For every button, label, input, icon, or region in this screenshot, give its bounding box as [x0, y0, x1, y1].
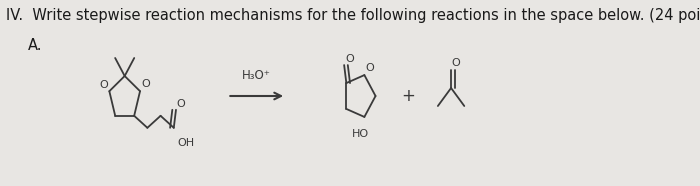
Text: A.: A. — [28, 38, 43, 53]
Text: H₃O⁺: H₃O⁺ — [242, 69, 271, 82]
Text: IV.  Write stepwise reaction mechanisms for the following reactions in the space: IV. Write stepwise reaction mechanisms f… — [6, 8, 700, 23]
Text: O: O — [141, 79, 150, 89]
Text: +: + — [401, 87, 414, 105]
Text: O: O — [452, 58, 461, 68]
Text: OH: OH — [177, 138, 195, 148]
Text: O: O — [366, 63, 375, 73]
Text: O: O — [176, 99, 186, 109]
Text: O: O — [99, 80, 108, 90]
Text: HO: HO — [352, 129, 370, 139]
Text: O: O — [345, 54, 354, 64]
